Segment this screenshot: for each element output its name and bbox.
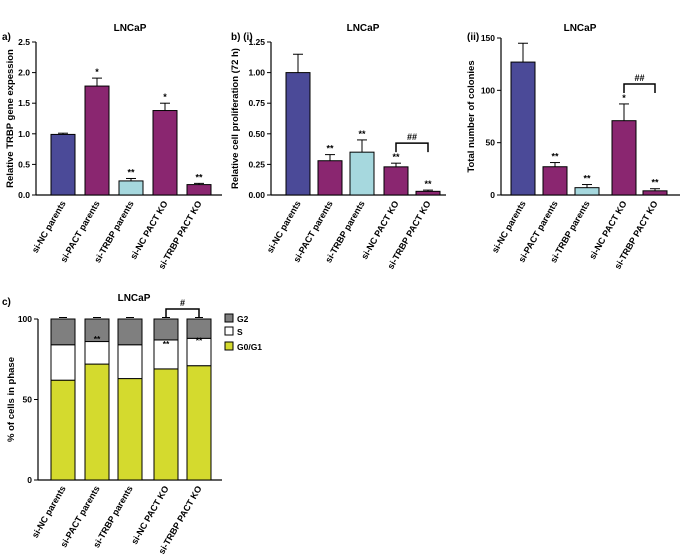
stack-segment — [84, 318, 110, 343]
stack-segment — [186, 337, 212, 367]
y-axis-label: % of cells in phase — [6, 357, 17, 442]
x-tick-label: si-NC PACT KO — [128, 199, 170, 261]
panel-label: (ii) — [467, 32, 479, 43]
bar — [317, 160, 343, 196]
stack-segment — [84, 341, 110, 365]
significance-label: ** — [326, 144, 334, 154]
y-tick-label: 0.75 — [248, 98, 265, 108]
significance-label: * — [622, 93, 626, 103]
panel-label: a) — [2, 32, 11, 43]
chart-title: LNCaP — [114, 23, 147, 34]
bracket-label: # — [180, 298, 185, 308]
legend-swatch — [224, 341, 234, 351]
bar — [186, 184, 212, 196]
chart-title: LNCaP — [347, 23, 380, 34]
x-tick-label: si-NC parents — [490, 199, 528, 255]
bar — [383, 166, 409, 196]
significance-label: ** — [163, 339, 170, 349]
y-tick-label: 100 — [18, 314, 32, 324]
y-tick-label: 0.5 — [18, 159, 30, 169]
stack-segment — [153, 318, 179, 341]
y-axis-label: Relative TRBP gene expession — [5, 49, 16, 188]
legend-label: G0/G1 — [237, 342, 262, 352]
bar — [415, 190, 441, 196]
bar — [642, 190, 668, 196]
significance-label: ** — [551, 152, 559, 162]
y-tick-label: 100 — [481, 85, 495, 95]
y-tick-label: 0.0 — [18, 190, 30, 200]
bar — [285, 72, 311, 196]
stack-segment — [117, 378, 143, 481]
bar — [50, 133, 76, 196]
x-tick-label: si-NC parents — [265, 199, 303, 255]
legend-swatch — [224, 313, 234, 323]
stack-segment — [50, 318, 76, 346]
significance-bracket — [165, 308, 200, 318]
bracket-label: ## — [634, 73, 644, 83]
significance-bracket — [395, 142, 429, 153]
bar — [574, 187, 600, 196]
y-tick-label: 1.0 — [18, 129, 30, 139]
significance-label: * — [163, 92, 167, 102]
significance-label: ** — [651, 178, 659, 188]
panel-label: b) (i) — [231, 32, 253, 43]
chart-bii: (ii) LNCaP Total number of colonies 0 50 100 1… — [466, 23, 680, 271]
legend-label: G2 — [237, 314, 249, 324]
stack-segment — [117, 344, 143, 380]
y-tick-label: 0.00 — [248, 190, 265, 200]
y-tick-label: 1.00 — [248, 68, 265, 78]
y-axis-label: Relative cell proliferation (72 h) — [230, 48, 241, 189]
significance-label: * — [95, 67, 99, 77]
significance-label: ** — [127, 167, 135, 177]
legend-label: S — [237, 327, 243, 337]
y-tick-label: 0 — [27, 475, 32, 485]
bar — [611, 120, 637, 196]
bar — [84, 85, 110, 196]
significance-label: ** — [94, 334, 101, 344]
stack-segment — [50, 344, 76, 381]
legend-swatch — [224, 326, 234, 336]
bar — [510, 61, 536, 196]
y-tick-label: 1.5 — [18, 98, 30, 108]
y-tick-label: 0 — [490, 190, 495, 200]
y-tick-label: 2.5 — [18, 37, 30, 47]
y-tick-label: 50 — [23, 395, 33, 405]
stack-segment — [153, 368, 179, 481]
stack-segment — [117, 318, 143, 346]
chart-bi: b) (i) LNCaP Relative cell proliferation (… — [230, 23, 446, 271]
y-tick-label: 150 — [481, 33, 495, 43]
significance-label: ** — [424, 179, 432, 189]
significance-label: ** — [195, 172, 203, 182]
stack-segment — [186, 365, 212, 481]
y-tick-label: 1.25 — [248, 37, 265, 47]
significance-label: ** — [392, 152, 400, 162]
bracket-label: ## — [407, 132, 417, 142]
stack-segment — [186, 318, 212, 339]
y-tick-label: 2.0 — [18, 68, 30, 78]
y-tick-label: 50 — [486, 138, 496, 148]
x-tick-label: si-NC parents — [30, 484, 68, 540]
panel-label: c) — [2, 297, 11, 308]
y-tick-label: 0.50 — [248, 129, 265, 139]
chart-title: LNCaP — [118, 293, 151, 304]
bar — [349, 151, 375, 196]
significance-label: ** — [358, 129, 366, 139]
y-tick-label: 0.25 — [248, 159, 265, 169]
chart-title: LNCaP — [564, 23, 597, 34]
bar — [542, 166, 568, 196]
bar — [152, 110, 178, 196]
stack-segment — [84, 363, 110, 481]
stack-segment — [50, 379, 76, 481]
significance-label: ** — [583, 174, 591, 184]
significance-bracket — [623, 83, 656, 93]
significance-label: ** — [196, 336, 203, 346]
y-axis-label: Total number of colonies — [466, 60, 477, 172]
chart-c: c) LNCaP % of cells in phase 0 50 100 si-NC pa… — [2, 293, 262, 556]
bar — [118, 180, 144, 196]
x-tick-label: si-NC parents — [30, 199, 68, 255]
